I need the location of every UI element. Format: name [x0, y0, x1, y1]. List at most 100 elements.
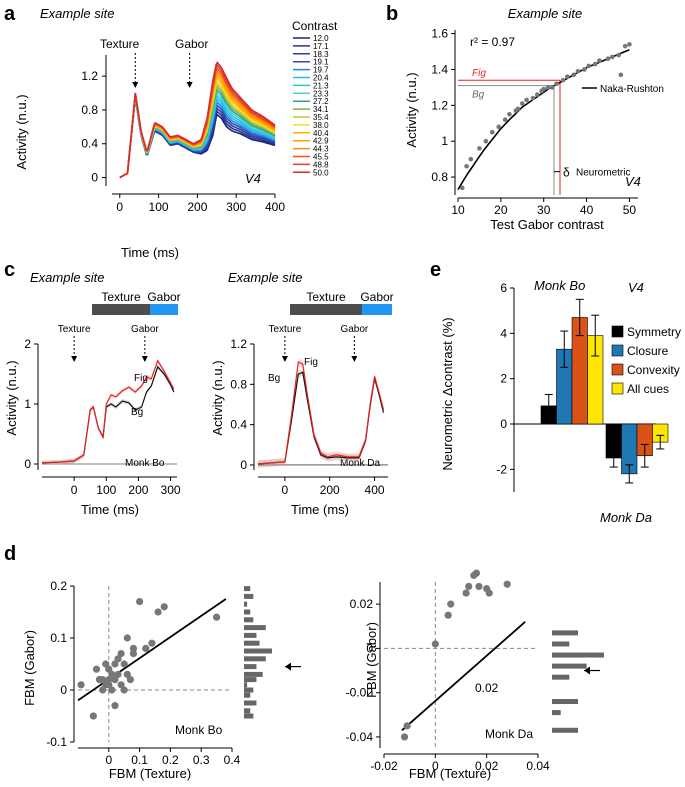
c-da-plot-texture-arrow-head: [281, 356, 288, 362]
e-legend-swatch: [611, 344, 624, 357]
b-data-point: [519, 101, 525, 106]
d-bo-plot-hist-bar: [244, 625, 266, 631]
d-bo-plot-data-point: [123, 670, 131, 679]
panel-e-group-bo: Monk Bo: [534, 278, 585, 293]
panel-a-gabor-annotation: Gabor: [175, 37, 208, 51]
d-bo-plot-ytick-label: 0: [60, 683, 67, 697]
d-bo-plot-data-point: [105, 676, 113, 684]
panel-d-da-xlabel: FBM (Texture): [409, 766, 491, 781]
b-fig-label: Fig: [472, 68, 486, 79]
d-bo-plot-data-point: [105, 665, 113, 673]
d-bo-plot-data-point: [89, 712, 97, 720]
a-legend-label: 45.5: [313, 153, 329, 162]
d-da-plot-fit-line: [401, 621, 526, 731]
e-legend-label: All cues: [627, 382, 669, 396]
d-da-plot-data-point: [403, 722, 411, 730]
d-bo-plot-xtick-label: 0.4: [224, 753, 241, 767]
d-bo-plot-data-point: [148, 639, 156, 647]
d-bo-plot-hist-bar: [244, 609, 251, 615]
panel-b-fit-label: Naka-Rushton: [600, 84, 664, 95]
b-neurometric-label: Neurometric: [576, 168, 630, 179]
panel-a-ylabel: Activity (n.u.): [14, 94, 29, 169]
d-da-plot-data-point: [472, 569, 480, 577]
d-da-plot-hist-bar: [552, 641, 570, 647]
c-bo-plot-bg-label: Bg: [131, 407, 143, 418]
b-data-point: [571, 72, 577, 78]
d-da-plot-ytick-label: -0.02: [346, 686, 374, 700]
d-bo-plot-data-point: [114, 655, 122, 663]
e-ytick-label: 6: [500, 281, 507, 295]
e-legend-label: Symmetry: [627, 325, 681, 339]
panel-label-c: c: [4, 259, 15, 281]
c-da-plot-texture-annotation: Texture: [268, 324, 301, 335]
panel-b-ylabel: Activity (n.u.): [404, 72, 419, 147]
a-texture-arrow-head: [132, 82, 139, 88]
b-data-point: [627, 42, 632, 47]
c-bo-plot-bg-line: [41, 365, 175, 464]
a-gabor-arrow-head: [186, 82, 193, 88]
a-legend-label: 19.7: [313, 66, 329, 75]
d-da-plot-data-point: [444, 611, 452, 619]
d-bo-plot-data-point: [117, 681, 125, 689]
panel-a-xlabel: Time (ms): [121, 245, 179, 260]
c-bo-plot-bg-band: [42, 364, 174, 465]
a-xtick-label: 100: [149, 200, 169, 214]
panel-e-region: V4: [628, 280, 644, 295]
b-ytick-label: 1: [441, 134, 448, 148]
d-bo-plot-data-point: [108, 670, 116, 679]
b-data-point: [507, 111, 512, 117]
a-legend-label: 19.1: [313, 58, 329, 67]
c-da-plot-xtick-label: 400: [365, 483, 385, 497]
b-data-point: [515, 106, 521, 112]
d-bo-plot-hist-bar: [244, 664, 257, 670]
d-bo-plot-hist-bar: [244, 682, 248, 688]
a-xtick-label: 200: [187, 200, 207, 214]
b-data-point: [616, 52, 622, 58]
c-da-plot-ytick-label: 0.4: [230, 418, 247, 432]
b-data-point: [592, 61, 598, 67]
e-ytick-label: 4: [500, 326, 507, 340]
c-bo-plot-ytick-label: 1: [24, 397, 31, 411]
d-bo-plot-data-point: [154, 608, 162, 616]
a-xtick-label: 400: [265, 200, 285, 214]
d-da-plot-data-point: [475, 582, 483, 591]
b-data-point: [564, 74, 570, 79]
d-bo-plot-arrow-head: [285, 662, 291, 671]
d-bo-plot-hist-bar: [244, 648, 272, 654]
d-bo-plot-hist-bar: [244, 708, 251, 714]
panel-c-da-xlabel: Time (ms): [291, 502, 349, 517]
d-bo-plot-hist-bar: [244, 656, 266, 662]
d-bo-plot-hist-bar: [244, 593, 254, 599]
a-legend-label: 50.0: [313, 168, 329, 177]
panel-e-ylabel: Neurometric Δcontrast (%): [440, 317, 455, 470]
panel-label-d: d: [4, 543, 16, 565]
a-legend-label: 18.3: [313, 50, 329, 59]
a-legend-label: 40.4: [313, 129, 329, 138]
c-da-plot-gabor-bar: [362, 304, 392, 315]
d-bo-plot-data-point: [213, 613, 221, 621]
d-bo-plot-data-point: [136, 598, 144, 606]
c-bo-plot-fig-band: [42, 358, 174, 465]
panel-d-da-monkey: Monk Da: [485, 727, 533, 741]
e-legend-swatch: [611, 382, 624, 395]
b-data-point: [477, 146, 482, 151]
d-bo-plot-data-point: [77, 681, 85, 689]
c-bo-plot-fig-label: Fig: [134, 373, 148, 384]
panel-label-e: e: [430, 259, 441, 281]
d-bo-plot-hist-bar: [244, 692, 251, 698]
d-bo-plot-data-point: [99, 686, 107, 694]
d-bo-plot-ytick-label: 0.2: [50, 579, 67, 593]
c-da-plot-ytick-label: 1.2: [230, 337, 247, 351]
d-da-plot-data-point: [485, 589, 493, 597]
b-data-point: [545, 85, 551, 90]
c-da-plot-texture-bar-label: Texture: [306, 290, 346, 304]
b-data-point: [554, 81, 559, 87]
b-data-point: [575, 68, 581, 74]
d-da-plot-data-point: [462, 589, 470, 597]
d-bo-plot-data-point: [129, 644, 138, 653]
b-delta-label: δ: [563, 166, 570, 180]
b-data-point: [524, 97, 529, 103]
panel-d-bo-ylabel: FBM (Gabor): [22, 630, 37, 706]
c-bo-plot-texture-arrow-head: [71, 356, 78, 362]
d-bo-plot-data-point: [111, 676, 119, 684]
